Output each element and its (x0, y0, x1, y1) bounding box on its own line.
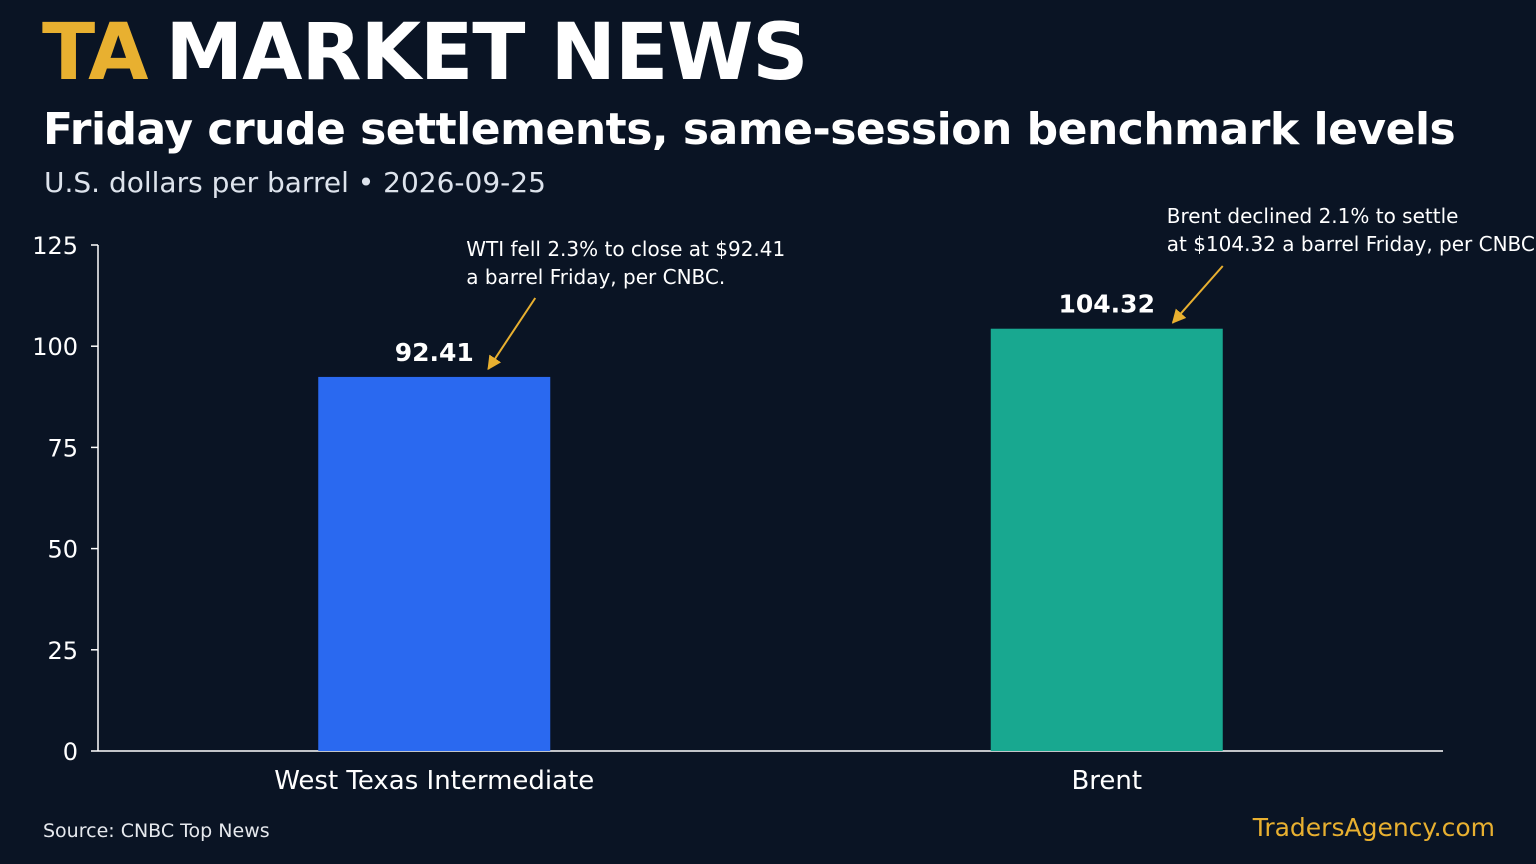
site-link[interactable]: TradersAgency.com (1252, 813, 1495, 842)
x-tick-label: Brent (1071, 766, 1142, 796)
annotation-text: Brent declined 2.1% to settle at $104.32 … (1167, 204, 1536, 256)
y-tick-label: 0 (63, 738, 78, 766)
source-note: Source: CNBC Top News (43, 820, 270, 842)
brand-logo: TA MARKET NEWS (42, 14, 808, 92)
y-tick-label: 75 (47, 434, 78, 462)
x-tick-label: West Texas Intermediate (274, 766, 594, 796)
brand-main: MARKET NEWS (165, 8, 809, 98)
chart-title: Friday crude settlements, same-session b… (43, 104, 1456, 155)
annotation-line: a barrel Friday, per CNBC. (466, 265, 725, 289)
y-tick-label: 100 (32, 333, 78, 361)
y-tick-label: 25 (47, 637, 78, 665)
chart-subtitle: U.S. dollars per barrel • 2026-09-25 (44, 166, 546, 199)
annotation-text: WTI fell 2.3% to close at $92.41 a barrel… (466, 237, 785, 289)
y-tick-label: 50 (47, 536, 78, 564)
brand-accent: TA (42, 8, 149, 98)
data-label: 104.32 (1059, 290, 1155, 319)
annotation-line: at $104.32 a barrel Friday, per CNBC. (1167, 232, 1536, 256)
annotation-arrow (487, 297, 537, 371)
bar-brent (990, 328, 1223, 751)
data-label: 92.41 (395, 338, 474, 367)
bar-wti (318, 376, 551, 751)
annotation-line: WTI fell 2.3% to close at $92.41 (466, 237, 785, 261)
annotation-arrow (1171, 265, 1224, 324)
y-tick-label: 125 (32, 232, 78, 260)
annotation-line: Brent declined 2.1% to settle (1167, 204, 1459, 228)
